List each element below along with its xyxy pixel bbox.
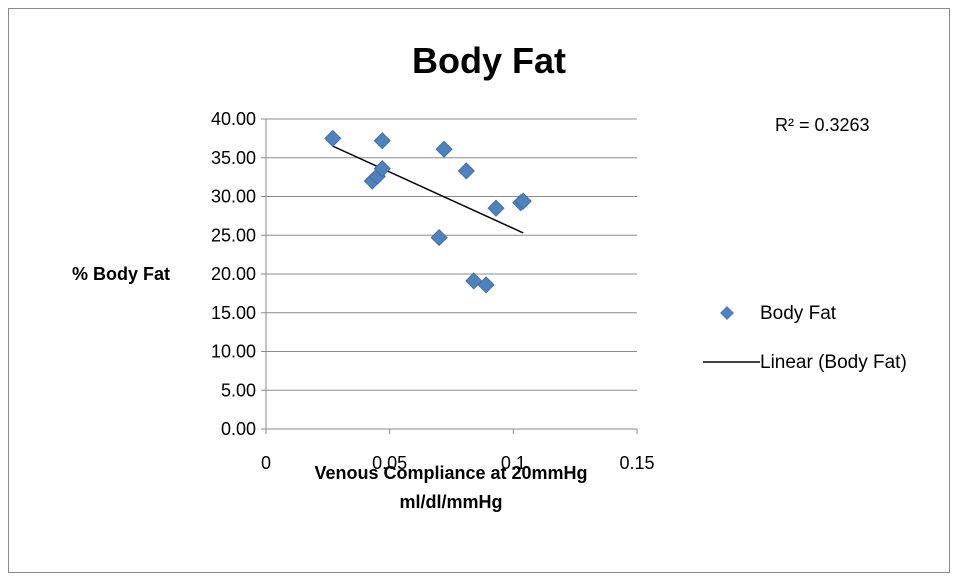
r-squared-label: R² = 0.3263 (775, 115, 870, 135)
x-tick-label: 0 (261, 453, 271, 473)
y-tick-label: 20.00 (211, 264, 256, 284)
data-point (477, 276, 495, 294)
data-point (487, 199, 505, 217)
y-tick-label: 5.00 (221, 380, 256, 400)
y-tick-label: 15.00 (211, 303, 256, 323)
data-point (430, 229, 448, 247)
legend-diamond-marker-icon (720, 306, 734, 320)
axes (261, 118, 638, 434)
data-point (373, 132, 391, 150)
y-tick-label: 35.00 (211, 148, 256, 168)
legend-series-label: Body Fat (760, 303, 837, 324)
y-tick-labels: 0.00 5.00 10.00 15.00 20.00 25.00 30.00 35.00 40… (211, 109, 256, 439)
x-tick-label: 0.15 (619, 453, 654, 473)
legend: Body Fat Linear (Body Fat) (703, 303, 907, 373)
chart-frame (8, 8, 950, 573)
y-axis-title: % Body Fat (72, 264, 170, 284)
trendline-layer (332, 145, 524, 234)
x-tick-label: 0.05 (372, 453, 407, 473)
grid-lines (266, 118, 637, 391)
trendline (332, 145, 524, 234)
x-tick-labels: 0 0.05 0.1 0.15 (261, 453, 655, 473)
y-tick-label: 0.00 (221, 419, 256, 439)
chart-title: Body Fat (412, 40, 566, 81)
y-tick-label: 40.00 (211, 109, 256, 129)
data-point (514, 192, 532, 210)
x-tick-label: 0.1 (501, 453, 526, 473)
data-point (324, 129, 342, 147)
data-point (373, 160, 391, 178)
data-points (324, 129, 532, 294)
x-axis-title-line-1: Venous Compliance at 20mmHg (314, 463, 587, 483)
y-tick-label: 25.00 (211, 225, 256, 245)
data-point (457, 162, 475, 180)
legend-trendline-label: Linear (Body Fat) (760, 352, 907, 373)
x-axis-title-line-2: ml/dl/mmHg (399, 492, 502, 512)
y-tick-label: 30.00 (211, 187, 256, 207)
y-tick-label: 10.00 (211, 342, 256, 362)
data-point (435, 140, 453, 158)
